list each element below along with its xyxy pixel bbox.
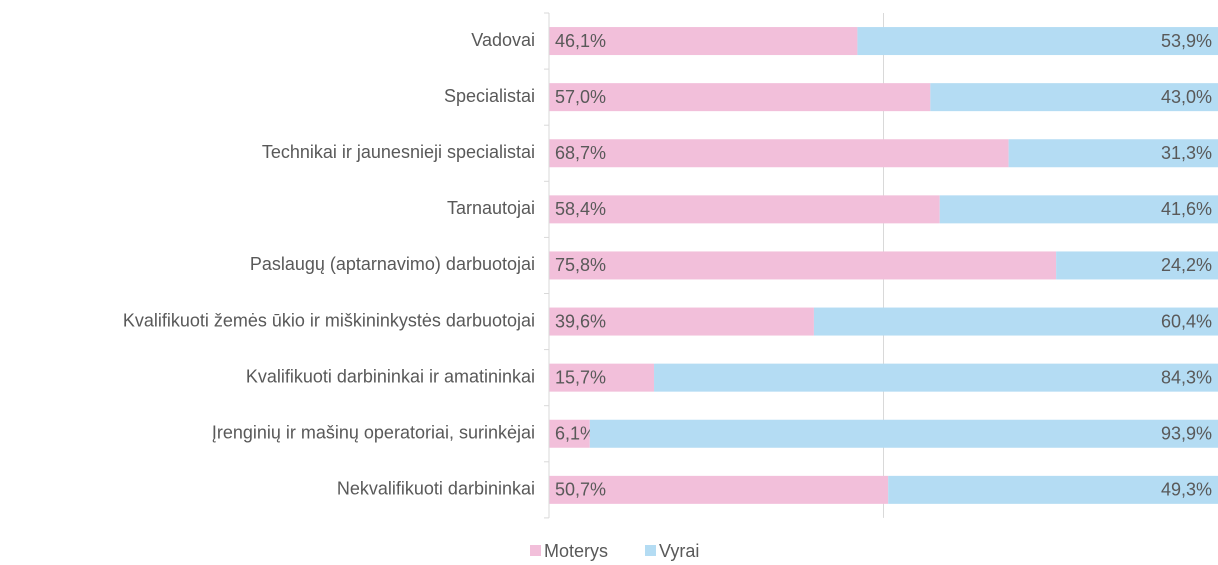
- bar-segment: [549, 139, 1009, 168]
- legend-label: Moterys: [544, 541, 608, 561]
- data-label: 43,0%: [1161, 87, 1212, 107]
- data-label: 49,3%: [1161, 480, 1212, 500]
- data-label: 6,1%: [555, 424, 596, 444]
- data-label: 46,1%: [555, 31, 606, 51]
- y-tick-label: Įrenginių ir mašinų operatoriai, surinkė…: [212, 423, 535, 443]
- bar-segment: [549, 475, 889, 504]
- data-label: 93,9%: [1161, 424, 1212, 444]
- y-tick-label: Nekvalifikuoti darbininkai: [337, 479, 535, 499]
- data-label: 75,8%: [555, 255, 606, 275]
- bar-segment: [888, 475, 1218, 504]
- data-label: 24,2%: [1161, 255, 1212, 275]
- data-label: 60,4%: [1161, 311, 1212, 331]
- data-label: 84,3%: [1161, 367, 1212, 387]
- data-label: 15,7%: [555, 367, 606, 387]
- data-label: 50,7%: [555, 480, 606, 500]
- y-tick-label: Technikai ir jaunesnieji specialistai: [262, 142, 535, 162]
- bar-segment: [1056, 251, 1218, 280]
- data-label: 41,6%: [1161, 199, 1212, 219]
- y-tick-label: Tarnautojai: [447, 198, 535, 218]
- bar-segment: [549, 419, 590, 448]
- y-tick-label: Kvalifikuoti žemės ūkio ir miškininkystė…: [123, 310, 535, 330]
- data-label: 68,7%: [555, 143, 606, 163]
- bar-segment: [1008, 139, 1218, 168]
- y-tick-label: Paslaugų (aptarnavimo) darbuotojai: [250, 254, 535, 274]
- bar-segment: [939, 195, 1218, 224]
- bar-segment: [857, 27, 1218, 56]
- data-label: 58,4%: [555, 199, 606, 219]
- bar-segment: [549, 363, 655, 392]
- bar-segment: [549, 83, 931, 112]
- y-tick-label: Kvalifikuoti darbininkai ir amatininkai: [246, 366, 535, 386]
- bar-segment: [549, 27, 858, 56]
- bar-segment: [549, 251, 1057, 280]
- bar-segment: [589, 419, 1218, 448]
- bar-segment: [654, 363, 1218, 392]
- y-tick-label: Specialistai: [444, 86, 535, 106]
- data-label: 53,9%: [1161, 31, 1212, 51]
- legend-swatch: [530, 545, 541, 556]
- bar-segment: [549, 195, 940, 224]
- data-label: 39,6%: [555, 311, 606, 331]
- bar-segment: [549, 307, 814, 336]
- legend-swatch: [645, 545, 656, 556]
- data-label: 31,3%: [1161, 143, 1212, 163]
- legend-label: Vyrai: [659, 541, 699, 561]
- bar-segment: [813, 307, 1218, 336]
- data-label: 57,0%: [555, 87, 606, 107]
- bar-segment: [930, 83, 1218, 112]
- y-tick-label: Vadovai: [471, 30, 535, 50]
